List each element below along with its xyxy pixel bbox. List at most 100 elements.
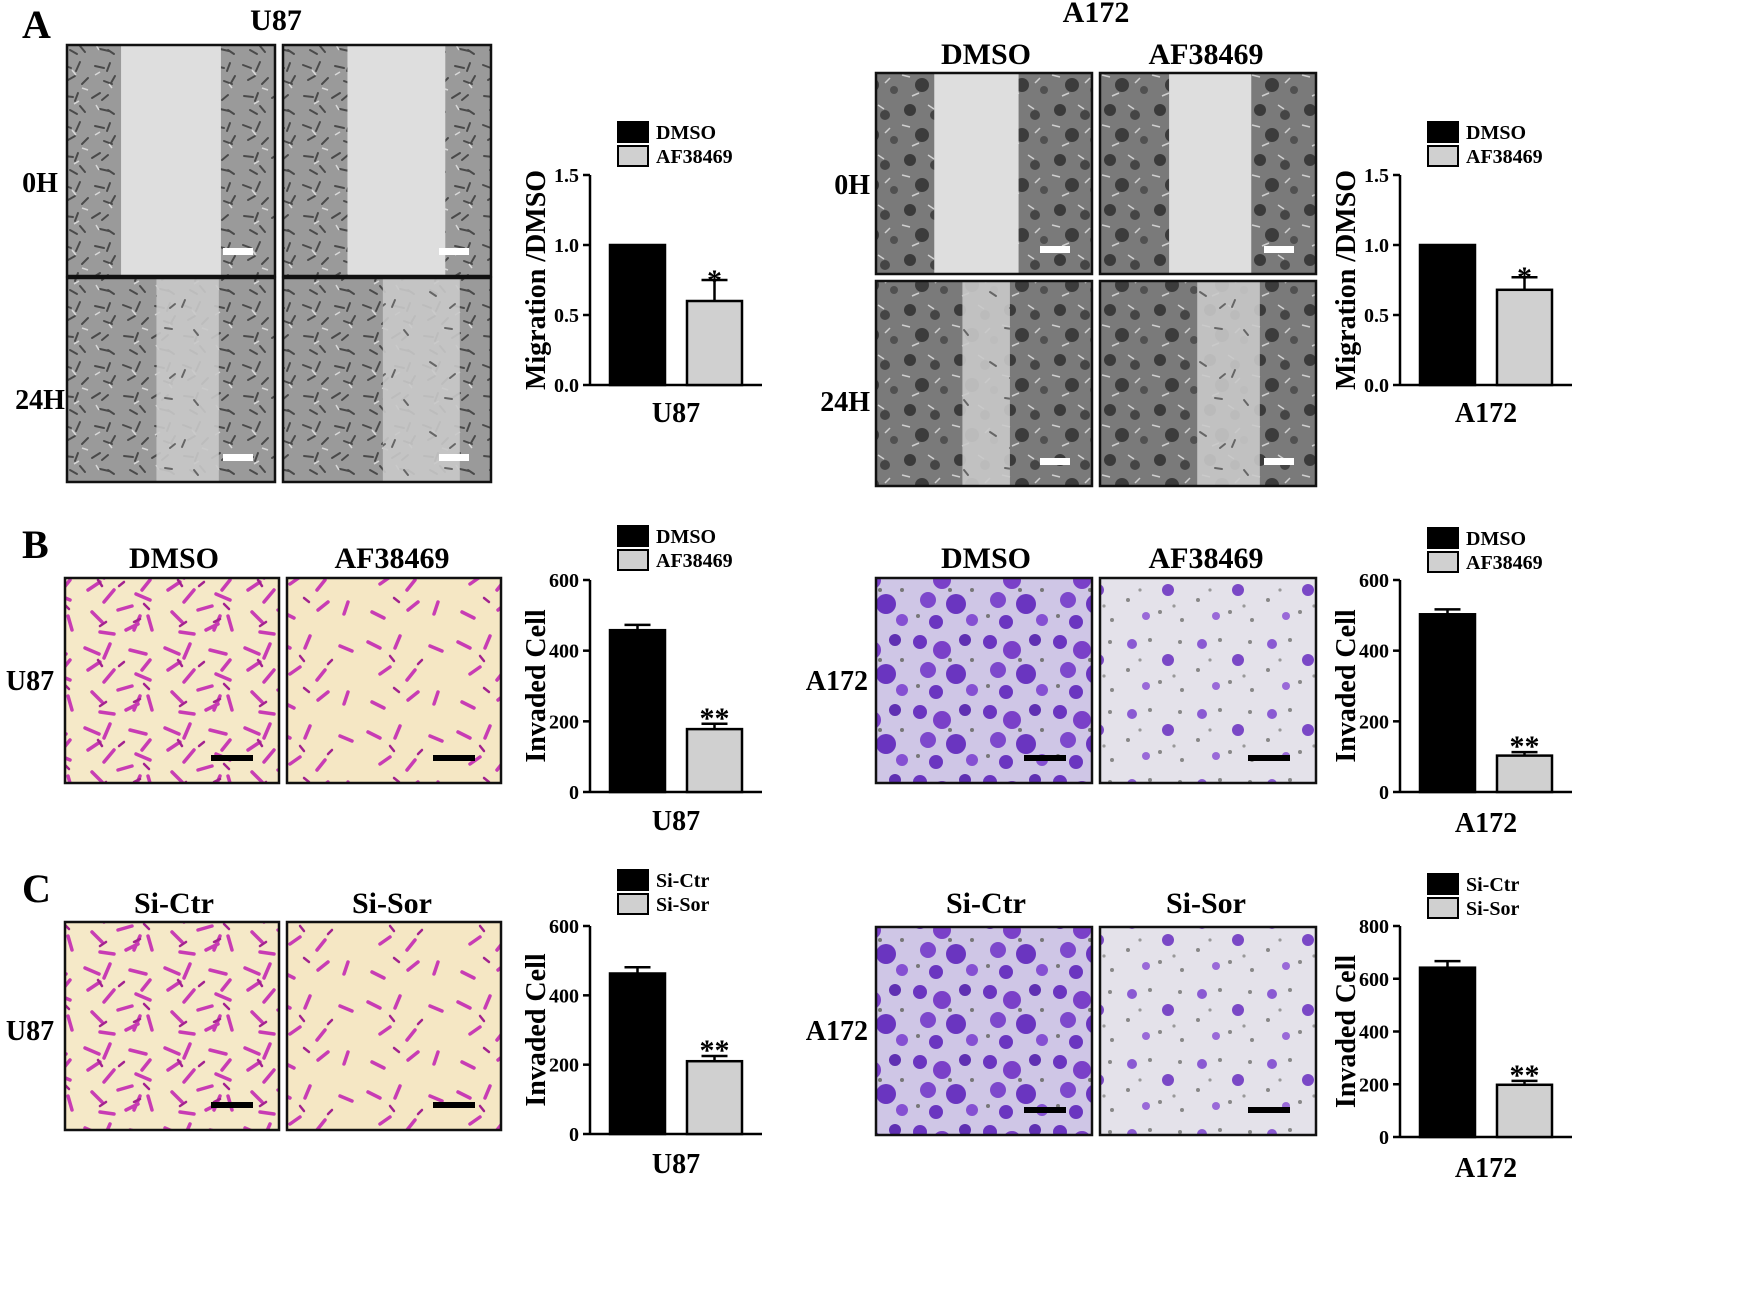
scale-bar	[211, 755, 253, 761]
y-tick-label: 200	[1359, 711, 1389, 733]
transwell-image	[63, 920, 281, 1132]
transwell-image	[1098, 576, 1318, 785]
column-header: AF38469	[1149, 38, 1264, 71]
x-axis-label: A172	[1455, 1153, 1517, 1184]
legend-swatch	[617, 869, 649, 891]
legend-swatch	[617, 893, 649, 915]
scale-bar	[1248, 755, 1290, 761]
transwell-image	[874, 925, 1094, 1137]
transwell-image	[285, 576, 503, 785]
y-axis-label: Invaded Cell	[521, 953, 552, 1106]
bar-treated	[685, 1059, 744, 1136]
significance-marker: *	[1517, 261, 1532, 294]
scale-bar	[223, 248, 253, 255]
row-label: A172	[806, 666, 868, 697]
y-tick-label: 1.5	[554, 165, 579, 187]
bar-control	[1418, 966, 1477, 1139]
bar-control	[608, 972, 667, 1136]
bar-treated	[1495, 1083, 1554, 1139]
y-tick-label: 0	[569, 782, 579, 804]
panel-letter-a: A	[22, 2, 51, 47]
column-header: DMSO	[941, 38, 1031, 71]
column-header: Si-Ctr	[946, 887, 1026, 920]
panel-a-a172-images: A172 DMSO AF38469 0H 24H	[820, 0, 1318, 488]
column-header: AF38469	[335, 542, 450, 575]
column-header: Si-Sor	[352, 887, 432, 920]
scale-bar	[1040, 246, 1070, 253]
row-label: A172	[806, 1016, 868, 1047]
column-header: Si-Ctr	[134, 887, 214, 920]
scale-bar	[1248, 1107, 1290, 1113]
bar-control	[608, 628, 667, 794]
panel-c-a172-images: A172 Si-Ctr Si-Sor	[806, 887, 1318, 1137]
y-tick-label: 200	[549, 711, 579, 733]
significance-marker: *	[707, 264, 722, 297]
column-header: AF38469	[1149, 542, 1264, 575]
legend-label: DMSO	[656, 526, 716, 548]
bar-control	[1418, 613, 1477, 794]
scale-bar	[439, 248, 469, 255]
wound-image	[65, 43, 277, 278]
y-tick-label: 400	[549, 641, 579, 663]
scale-bar	[433, 755, 475, 761]
scale-bar	[223, 454, 253, 461]
bar-treated	[1495, 288, 1554, 387]
row-label: U87	[6, 666, 54, 697]
wound-image	[1098, 71, 1318, 276]
y-axis-label: Invaded Cell	[1331, 609, 1362, 762]
wound-image	[874, 71, 1094, 276]
legend-swatch	[1427, 527, 1459, 549]
scale-bar	[1264, 458, 1294, 465]
transwell-image	[285, 920, 503, 1132]
panel-b-u87-images: U87 DMSO AF38469	[6, 542, 503, 785]
wound-image	[65, 276, 277, 484]
y-tick-label: 0.5	[554, 305, 579, 327]
scale-bar	[1024, 1107, 1066, 1113]
y-tick-label: 1.0	[554, 235, 579, 257]
y-tick-label: 1.0	[1364, 235, 1389, 257]
x-axis-label: A172	[1455, 808, 1517, 839]
row-label: 24H	[15, 385, 65, 416]
legend-swatch	[1427, 551, 1459, 573]
legend-label: Si-Ctr	[656, 870, 709, 892]
bar-treated	[685, 727, 744, 794]
x-axis-label: U87	[652, 398, 700, 429]
y-tick-label: 800	[1359, 916, 1389, 938]
legend-label: Si-Sor	[1466, 898, 1519, 920]
legend-swatch	[1427, 873, 1459, 895]
y-tick-label: 0	[1379, 782, 1389, 804]
y-tick-label: 400	[1359, 1022, 1389, 1044]
legend-label: Si-Ctr	[1466, 874, 1519, 896]
legend-label: DMSO	[1466, 528, 1526, 550]
x-axis-label: A172	[1455, 398, 1517, 429]
y-tick-label: 0	[569, 1124, 579, 1146]
legend-swatch	[1427, 145, 1459, 167]
bar-chart-c-a172: 0 200 400 600 800 Invaded Cell A172 ** Si-CtrSi-…	[1331, 873, 1572, 1184]
y-tick-label: 0.5	[1364, 305, 1389, 327]
column-header: DMSO	[941, 542, 1031, 575]
legend-label: DMSO	[1466, 122, 1526, 144]
legend-swatch	[617, 549, 649, 571]
y-axis-label: Invaded Cell	[1331, 955, 1362, 1108]
legend-swatch	[1427, 121, 1459, 143]
y-tick-label: 200	[549, 1055, 579, 1077]
scale-bar	[433, 1102, 475, 1108]
cell-line-title: U87	[250, 4, 302, 37]
y-axis-label: Migration /DMSO	[1331, 170, 1362, 390]
column-header: Si-Sor	[1166, 887, 1246, 920]
row-label: U87	[6, 1016, 54, 1047]
legend-swatch	[617, 525, 649, 547]
column-header: DMSO	[129, 542, 219, 575]
transwell-image	[63, 576, 281, 785]
legend-label: AF38469	[656, 550, 733, 572]
panel-letter-c: C	[22, 866, 51, 911]
y-tick-label: 200	[1359, 1074, 1389, 1096]
x-axis-label: U87	[652, 806, 700, 837]
legend-label: DMSO	[656, 122, 716, 144]
